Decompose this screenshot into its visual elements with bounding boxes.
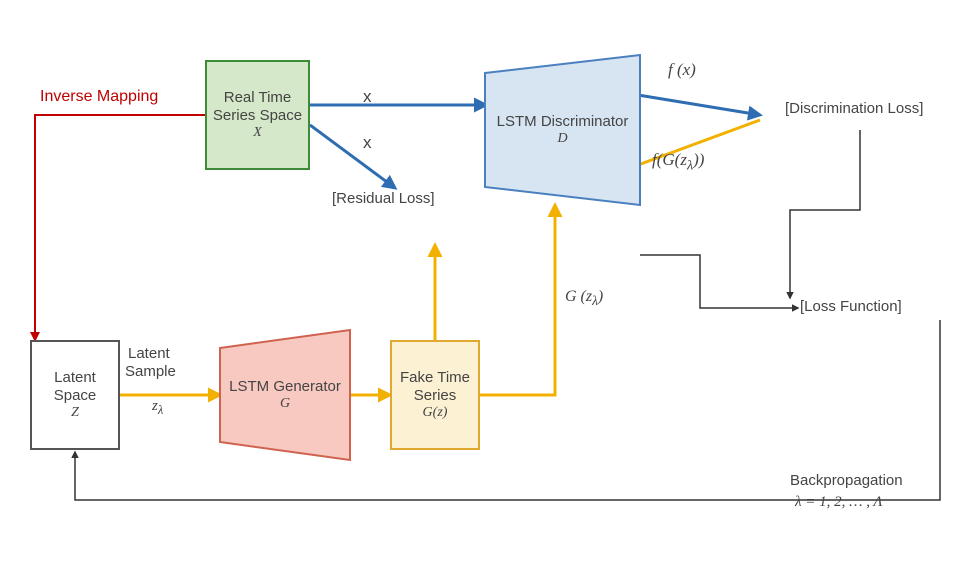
edge-fake-to-disc — [480, 205, 555, 395]
node-disc-sub: D — [557, 131, 567, 148]
label-res_loss: [Residual Loss] — [332, 190, 435, 207]
label-lat_samp2: Sample — [125, 363, 176, 380]
node-disc-label: LSTM Discriminator — [497, 113, 629, 131]
label-lambda_seq: λ = 1, 2, … , Λ — [795, 494, 883, 511]
label-inv_map: Inverse Mapping — [40, 88, 158, 106]
node-fake-label: Fake Time Series — [392, 369, 478, 405]
label-x_bot: x — [363, 133, 372, 153]
node-real-label: Real Time Series Space — [207, 89, 308, 125]
label-Gz: G (zλ) — [565, 288, 603, 309]
edge-real-to-resloss — [310, 125, 395, 188]
label-z_lambda: zλ — [152, 398, 163, 418]
node-fake: Fake Time SeriesG(z) — [390, 340, 480, 450]
diagram-canvas: Latent SpaceZ LSTM GeneratorG Fake Time Se… — [0, 0, 972, 567]
node-disc: LSTM DiscriminatorD — [485, 55, 640, 205]
node-gen: LSTM GeneratorG — [220, 330, 350, 460]
label-fgz: f(G(zλ)) — [652, 150, 704, 174]
node-real-sub: X — [253, 125, 262, 142]
label-lat_samp1: Latent — [128, 345, 170, 362]
label-disc_loss: [Discrimination Loss] — [785, 100, 923, 117]
label-fx: f (x) — [668, 60, 696, 80]
node-latent-sub: Z — [71, 405, 79, 422]
edge-discloss-step — [790, 130, 860, 298]
node-fake-sub: G(z) — [423, 405, 448, 422]
label-x_top: x — [363, 87, 372, 107]
edge-disc-fx — [638, 95, 760, 115]
node-latent: Latent SpaceZ — [30, 340, 120, 450]
edge-inv-mapping — [35, 115, 205, 340]
node-real: Real Time Series SpaceX — [205, 60, 310, 170]
node-gen-label: LSTM Generator — [229, 378, 341, 396]
label-backprop: Backpropagation — [790, 472, 903, 489]
node-gen-sub: G — [280, 396, 290, 413]
label-loss_fn: [Loss Function] — [800, 298, 902, 315]
node-latent-label: Latent Space — [32, 369, 118, 405]
edge-gz-step — [640, 255, 798, 308]
